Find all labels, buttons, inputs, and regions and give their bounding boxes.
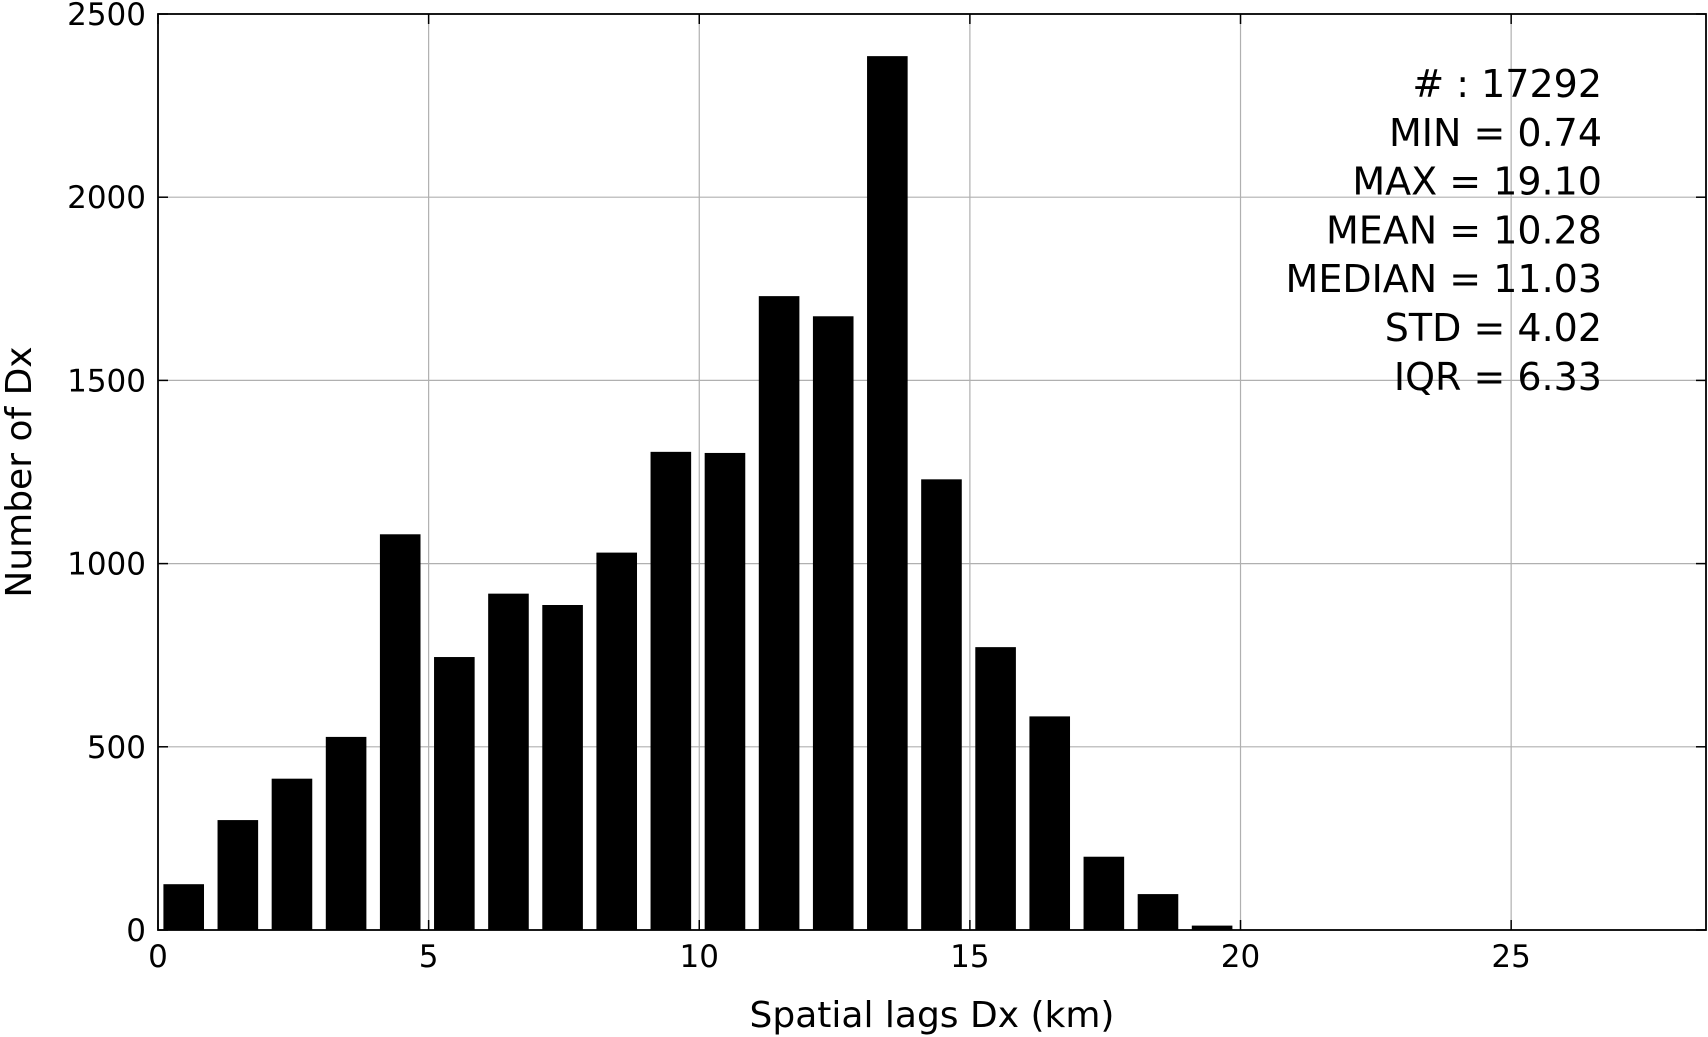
histogram-bar	[1137, 894, 1179, 930]
x-tick-label: 5	[419, 939, 439, 975]
histogram-bar	[488, 593, 529, 930]
histogram-bar	[921, 479, 962, 930]
y-tick-label: 500	[87, 730, 146, 766]
axis-tick-labels: 0 5 10 15 20 25 0 500 1000 1500 2000 2500	[67, 0, 1531, 975]
stats-line: # : 17292	[1412, 62, 1602, 106]
plot-frame	[157, 13, 1707, 931]
y-tick-label: 0	[126, 913, 146, 949]
histogram-bar	[379, 534, 421, 930]
histogram-bar	[325, 736, 367, 930]
stats-line: MEAN = 10.28	[1326, 208, 1602, 252]
histogram-bar	[1083, 856, 1125, 930]
histogram-bar	[1029, 716, 1071, 930]
x-tick-label: 25	[1491, 939, 1530, 975]
histogram-bar	[542, 605, 583, 930]
x-tick-label: 10	[680, 939, 719, 975]
histogram-bar	[650, 451, 692, 930]
stats-line: MIN = 0.74	[1389, 111, 1602, 155]
stats-line: IQR = 6.33	[1394, 355, 1602, 399]
histogram-bar	[217, 820, 259, 930]
stats-line: STD = 4.02	[1385, 306, 1602, 350]
x-tick-label: 0	[148, 939, 168, 975]
histogram-bar	[1191, 925, 1233, 930]
y-tick-label: 1000	[67, 547, 146, 583]
y-tick-label: 1500	[67, 363, 146, 399]
histogram-bar	[596, 552, 638, 930]
histogram-bar	[812, 316, 854, 930]
x-axis-label: Spatial lags Dx (km)	[750, 995, 1115, 1036]
histogram-bar	[434, 657, 475, 930]
histogram-bar	[163, 884, 205, 930]
histogram-bars	[163, 56, 1233, 931]
axis-ticks	[157, 13, 1706, 931]
histogram-bar	[271, 778, 313, 930]
histogram-bar	[758, 296, 800, 930]
histogram-bar	[867, 56, 908, 931]
histogram-bar	[704, 452, 746, 930]
stats-line: MAX = 19.10	[1352, 160, 1602, 204]
stats-line: MEDIAN = 11.03	[1286, 257, 1602, 301]
y-axis-label: Number of Dx	[0, 346, 40, 597]
x-tick-label: 15	[950, 939, 989, 975]
histogram-bar	[975, 647, 1016, 930]
y-tick-label: 2500	[67, 0, 146, 33]
y-tick-label: 2000	[67, 180, 146, 216]
x-tick-label: 20	[1221, 939, 1260, 975]
